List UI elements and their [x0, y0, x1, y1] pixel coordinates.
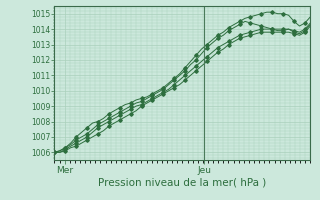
- X-axis label: Pression niveau de la mer( hPa ): Pression niveau de la mer( hPa ): [98, 177, 267, 187]
